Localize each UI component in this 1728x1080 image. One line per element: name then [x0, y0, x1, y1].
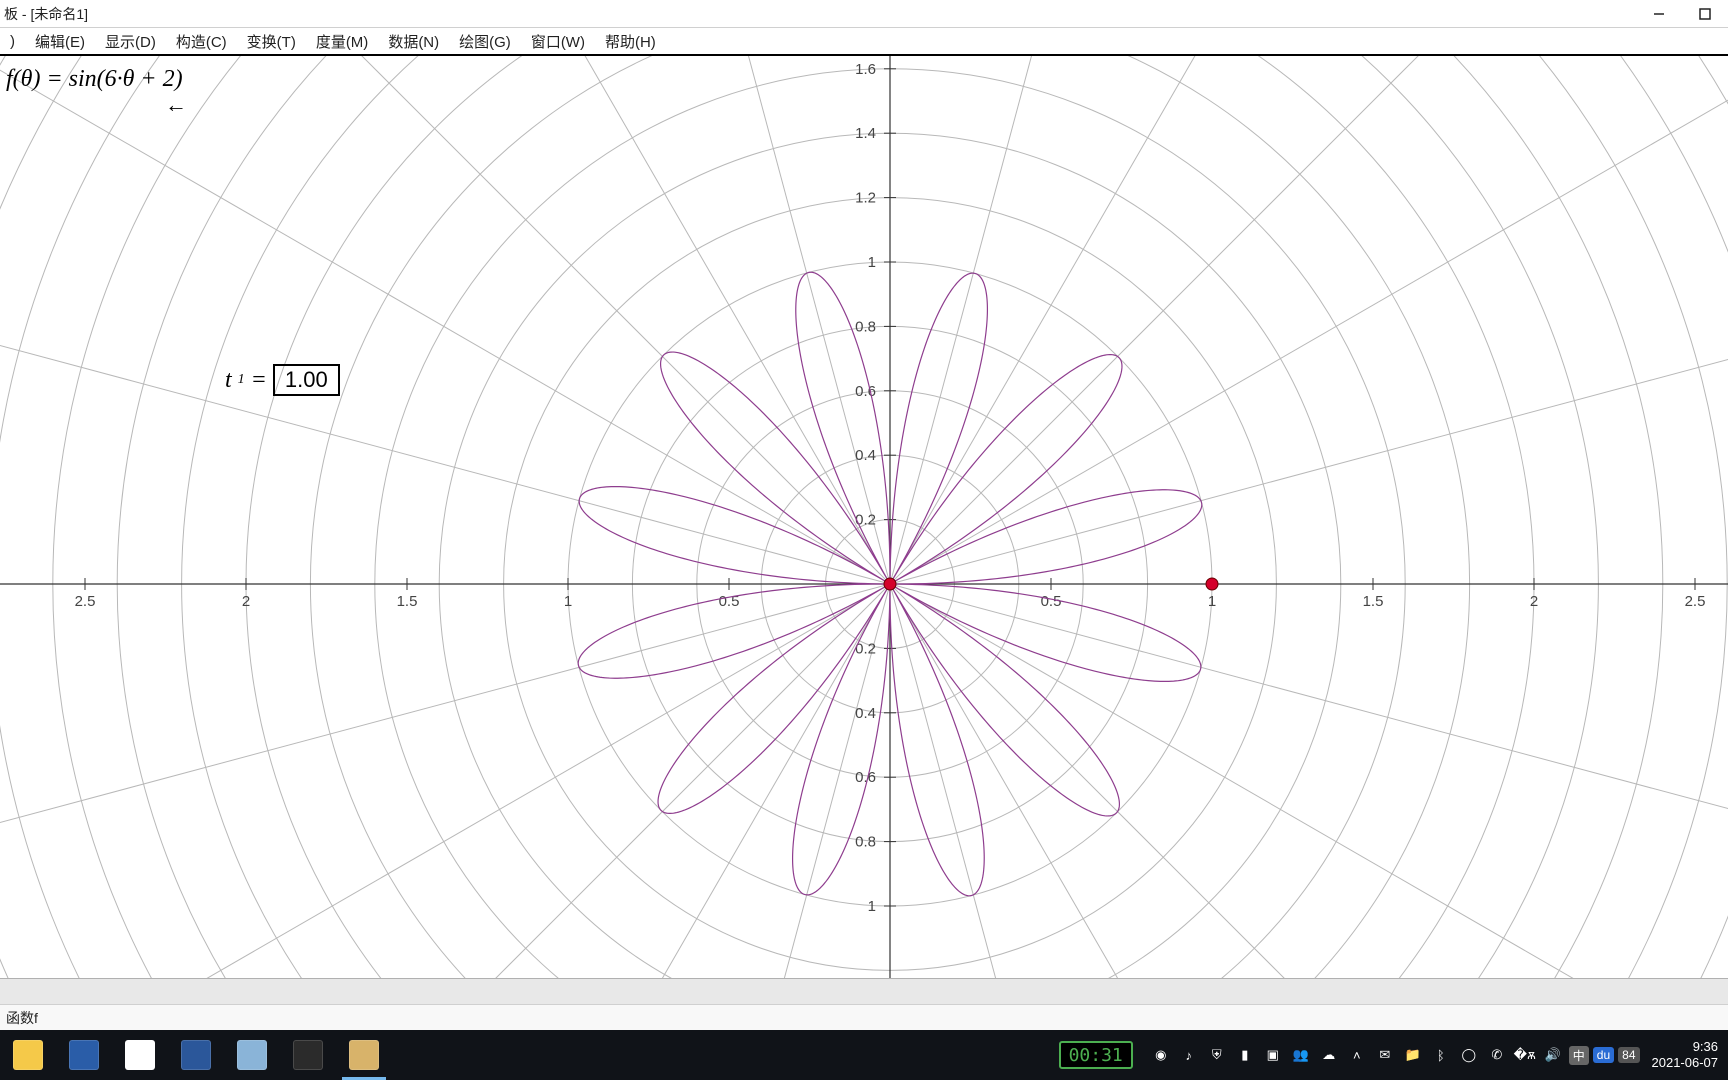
svg-text:2: 2 — [1530, 593, 1538, 610]
svg-text:0.8: 0.8 — [855, 318, 876, 335]
ime-badge[interactable]: 中 — [1569, 1046, 1589, 1065]
param-value[interactable]: 1.00 — [273, 364, 340, 396]
svg-text:0.5: 0.5 — [1041, 593, 1062, 610]
menu-item-display[interactable]: 显示(D) — [95, 28, 166, 54]
tray-chevron-up-icon[interactable]: ˄ — [1345, 1030, 1369, 1080]
task-file-explorer-icon[interactable] — [0, 1030, 56, 1080]
menu-item-window[interactable]: 窗口(W) — [521, 28, 595, 54]
formula-text: f(θ) = sin(6·θ + 2) — [6, 66, 183, 92]
minimize-button[interactable] — [1636, 0, 1682, 28]
status-bar: 函数f — [0, 1004, 1728, 1030]
svg-text:0.4: 0.4 — [855, 447, 876, 464]
svg-text:1: 1 — [868, 898, 876, 915]
param-name: t — [225, 367, 232, 394]
menu-item-0[interactable]: ) — [0, 28, 25, 54]
menu-item-edit[interactable]: 编辑(E) — [25, 28, 95, 54]
baidu-badge[interactable]: du — [1593, 1047, 1614, 1063]
task-chrome-icon[interactable] — [112, 1030, 168, 1080]
svg-text:1.2: 1.2 — [855, 190, 876, 207]
task-obs-icon[interactable] — [280, 1030, 336, 1080]
tray-wifi-icon[interactable]: �ѫ — [1513, 1030, 1537, 1080]
tray-edge-icon[interactable]: ◯ — [1457, 1030, 1481, 1080]
tray-shield-icon[interactable]: ⛨ — [1205, 1030, 1229, 1080]
tray-store-icon[interactable]: ▣ — [1261, 1030, 1285, 1080]
clock[interactable]: 9:36 2021-06-07 — [1642, 1039, 1728, 1070]
sketch-canvas[interactable]: 2.521.510.50.511.522.50.20.40.60.811.21.… — [0, 56, 1728, 978]
svg-text:1.4: 1.4 — [855, 125, 876, 142]
tray-folder-icon[interactable]: 📁 — [1401, 1030, 1425, 1080]
tray-obs-icon[interactable]: ◉ — [1149, 1030, 1173, 1080]
window-title: 板 - [未命名1] — [0, 4, 1636, 24]
svg-text:0.6: 0.6 — [855, 383, 876, 400]
clock-date: 2021-06-07 — [1652, 1055, 1719, 1071]
windows-taskbar: 00:31 ◉ ♪ ⛨ ▮ ▣ 👥 ☁ ˄ ✉ 📁 ᛒ ◯ ✆ �ѫ 🔊 中 d… — [0, 1030, 1728, 1080]
plot-svg: 2.521.510.50.511.522.50.20.40.60.811.21.… — [0, 56, 1728, 978]
tool-tray — [0, 978, 1728, 1004]
tray-contacts-icon[interactable]: 👥 — [1289, 1030, 1313, 1080]
menu-item-data[interactable]: 数据(N) — [378, 28, 449, 54]
menu-item-help[interactable]: 帮助(H) — [595, 28, 666, 54]
weather-badge[interactable]: 84 — [1618, 1047, 1639, 1063]
task-notepad-icon[interactable] — [224, 1030, 280, 1080]
svg-text:0.8: 0.8 — [855, 834, 876, 851]
svg-text:1.5: 1.5 — [397, 593, 418, 610]
formula-label[interactable]: f(θ) = sin(6·θ + 2) — [0, 64, 189, 95]
window-titlebar: 板 - [未命名1] — [0, 0, 1728, 28]
param-eq: = — [251, 367, 267, 394]
formula-arrow-icon: ← — [165, 92, 187, 118]
task-sketchpad-icon[interactable] — [336, 1030, 392, 1080]
parameter-box[interactable]: t1 = 1.00 — [225, 364, 340, 396]
svg-text:2.5: 2.5 — [1685, 593, 1706, 610]
menu-item-construct[interactable]: 构造(C) — [166, 28, 237, 54]
svg-text:1: 1 — [1208, 593, 1216, 610]
tray-messenger-icon[interactable]: ✆ — [1485, 1030, 1509, 1080]
menu-bar: ) 编辑(E) 显示(D) 构造(C) 变换(T) 度量(M) 数据(N) 绘图… — [0, 28, 1728, 56]
svg-text:2: 2 — [242, 593, 250, 610]
tray-onedrive-icon[interactable]: ☁ — [1317, 1030, 1341, 1080]
tray-bluetooth-icon[interactable]: ᛒ — [1429, 1030, 1453, 1080]
menu-item-plot[interactable]: 绘图(G) — [449, 28, 521, 54]
status-text: 函数f — [6, 1008, 38, 1028]
svg-text:0.6: 0.6 — [855, 769, 876, 786]
tray-battery-icon[interactable]: ▮ — [1233, 1030, 1257, 1080]
maximize-button[interactable] — [1682, 0, 1728, 28]
svg-text:1.5: 1.5 — [1363, 593, 1384, 610]
svg-text:1.6: 1.6 — [855, 61, 876, 78]
menu-item-transform[interactable]: 变换(T) — [237, 28, 306, 54]
param-sub: 1 — [238, 372, 245, 388]
menu-item-measure[interactable]: 度量(M) — [306, 28, 379, 54]
tray-wechat-icon[interactable]: ✉ — [1373, 1030, 1397, 1080]
svg-text:0.2: 0.2 — [855, 512, 876, 529]
recording-timer: 00:31 — [1059, 1041, 1133, 1069]
svg-text:2.5: 2.5 — [75, 593, 96, 610]
svg-text:1: 1 — [564, 593, 572, 610]
clock-time: 9:36 — [1652, 1039, 1719, 1055]
svg-text:1: 1 — [868, 254, 876, 271]
task-devcpp-icon[interactable] — [56, 1030, 112, 1080]
svg-text:0.4: 0.4 — [855, 705, 876, 722]
tray-audio-icon[interactable]: ♪ — [1177, 1030, 1201, 1080]
task-word-icon[interactable] — [168, 1030, 224, 1080]
tray-volume-icon[interactable]: 🔊 — [1541, 1030, 1565, 1080]
